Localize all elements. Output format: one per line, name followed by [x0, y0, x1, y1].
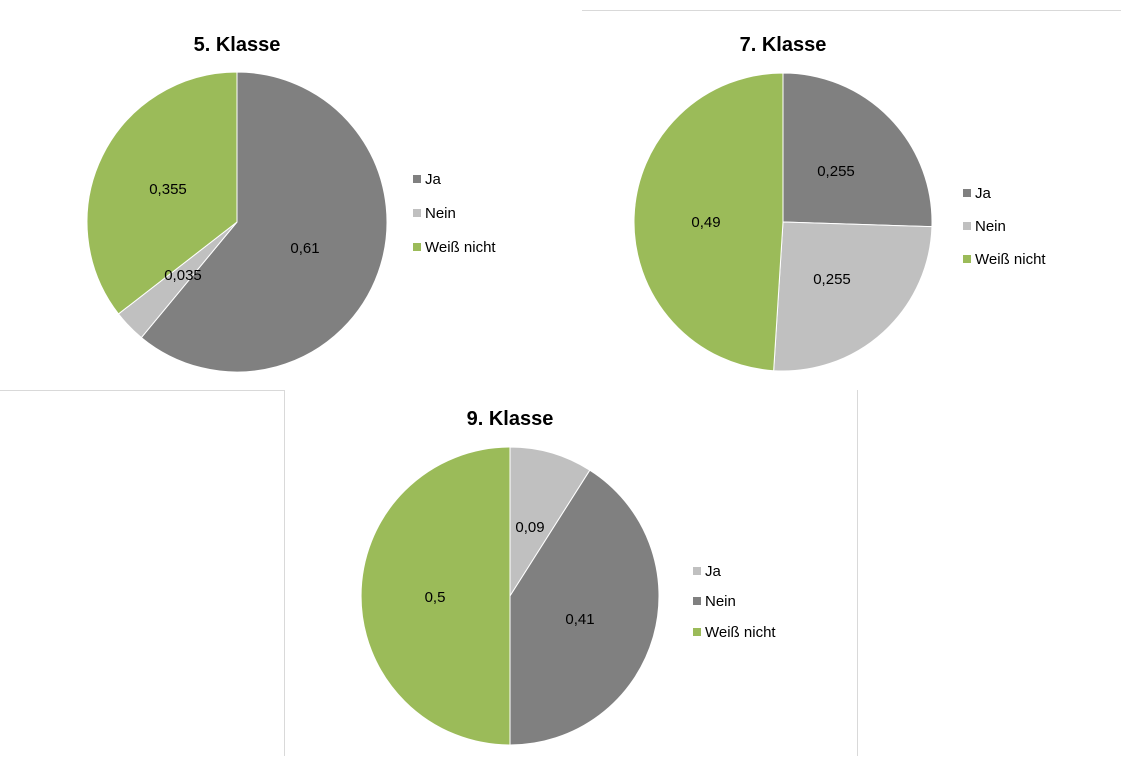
pie-slices — [86, 71, 388, 373]
legend: Ja Nein Weiß nicht — [693, 563, 776, 641]
data-labels: 0,255 0,255 0,49 — [691, 163, 854, 288]
chart-title: 9. Klasse — [467, 408, 554, 430]
legend: Ja Nein Weiß nicht — [413, 171, 496, 256]
legend-label-weiss-nicht: Weiß nicht — [975, 251, 1046, 268]
legend-label-ja: Ja — [975, 185, 992, 202]
data-label-nein: 0,035 — [164, 267, 202, 284]
separator-middle-left — [0, 390, 284, 391]
legend-swatch-weiss-nicht — [413, 243, 421, 251]
legend-label-nein: Nein — [425, 205, 456, 222]
legend-swatch-ja — [693, 567, 701, 575]
legend-label-nein: Nein — [975, 218, 1006, 235]
separator-vertical-right — [857, 390, 858, 756]
legend-swatch-weiss-nicht — [693, 628, 701, 636]
legend-swatch-nein — [693, 597, 701, 605]
pie-chart-5-klasse: 5. Klasse 0,61 0,035 0,355 Ja Nein Weiß … — [0, 0, 560, 390]
separator-vertical-left — [284, 390, 285, 756]
legend-label-ja: Ja — [705, 563, 722, 580]
chart-title: 5. Klasse — [194, 34, 281, 56]
data-label-ja: 0,61 — [290, 240, 319, 257]
data-label-ja: 0,255 — [817, 163, 855, 180]
legend-swatch-ja — [413, 175, 421, 183]
legend-swatch-ja — [963, 189, 971, 197]
pie-chart-9-klasse: 9. Klasse 0,09 0,41 0,5 Ja Nein Weiß nic… — [285, 390, 857, 756]
legend-swatch-nein — [413, 209, 421, 217]
pie-slice-weiss-nicht — [633, 72, 784, 372]
data-label-nein: 0,255 — [813, 271, 851, 288]
pie-slice-ja — [782, 72, 933, 228]
legend-swatch-nein — [963, 222, 971, 230]
legend: Ja Nein Weiß nicht — [963, 185, 1046, 268]
legend-label-weiss-nicht: Weiß nicht — [705, 624, 776, 641]
data-label-ja: 0,09 — [515, 519, 544, 536]
pie-chart-9-klasse-svg: 9. Klasse 0,09 0,41 0,5 Ja Nein Weiß nic… — [360, 408, 776, 746]
legend-label-nein: Nein — [705, 593, 736, 610]
pie-slice-weiss-nicht — [86, 71, 238, 315]
pie-chart-5-klasse-svg: 5. Klasse 0,61 0,035 0,355 Ja Nein Weiß … — [86, 34, 496, 373]
legend-label-ja: Ja — [425, 171, 442, 188]
legend-label-weiss-nicht: Weiß nicht — [425, 239, 496, 256]
data-label-weiss-nicht: 0,49 — [691, 214, 720, 231]
data-labels: 0,61 0,035 0,355 — [149, 181, 319, 284]
separator-top-right — [582, 10, 1121, 11]
pie-slices — [360, 446, 660, 746]
pie-slice-ja — [140, 71, 388, 373]
data-label-nein: 0,41 — [565, 611, 594, 628]
pie-chart-7-klasse: 7. Klasse 0,255 0,255 0,49 Ja Nein Weiß … — [560, 0, 1121, 390]
data-labels: 0,09 0,41 0,5 — [425, 519, 595, 628]
pie-chart-7-klasse-svg: 7. Klasse 0,255 0,255 0,49 Ja Nein Weiß … — [633, 34, 1046, 372]
chart-title: 7. Klasse — [740, 34, 827, 56]
pie-slice-nein — [773, 221, 933, 372]
data-label-weiss-nicht: 0,355 — [149, 181, 187, 198]
pie-slices — [633, 72, 933, 372]
pie-slice-nein — [509, 469, 660, 746]
pie-slice-ja — [509, 446, 591, 598]
pie-slice-weiss-nicht — [360, 446, 511, 746]
data-label-weiss-nicht: 0,5 — [425, 589, 446, 606]
legend-swatch-weiss-nicht — [963, 255, 971, 263]
